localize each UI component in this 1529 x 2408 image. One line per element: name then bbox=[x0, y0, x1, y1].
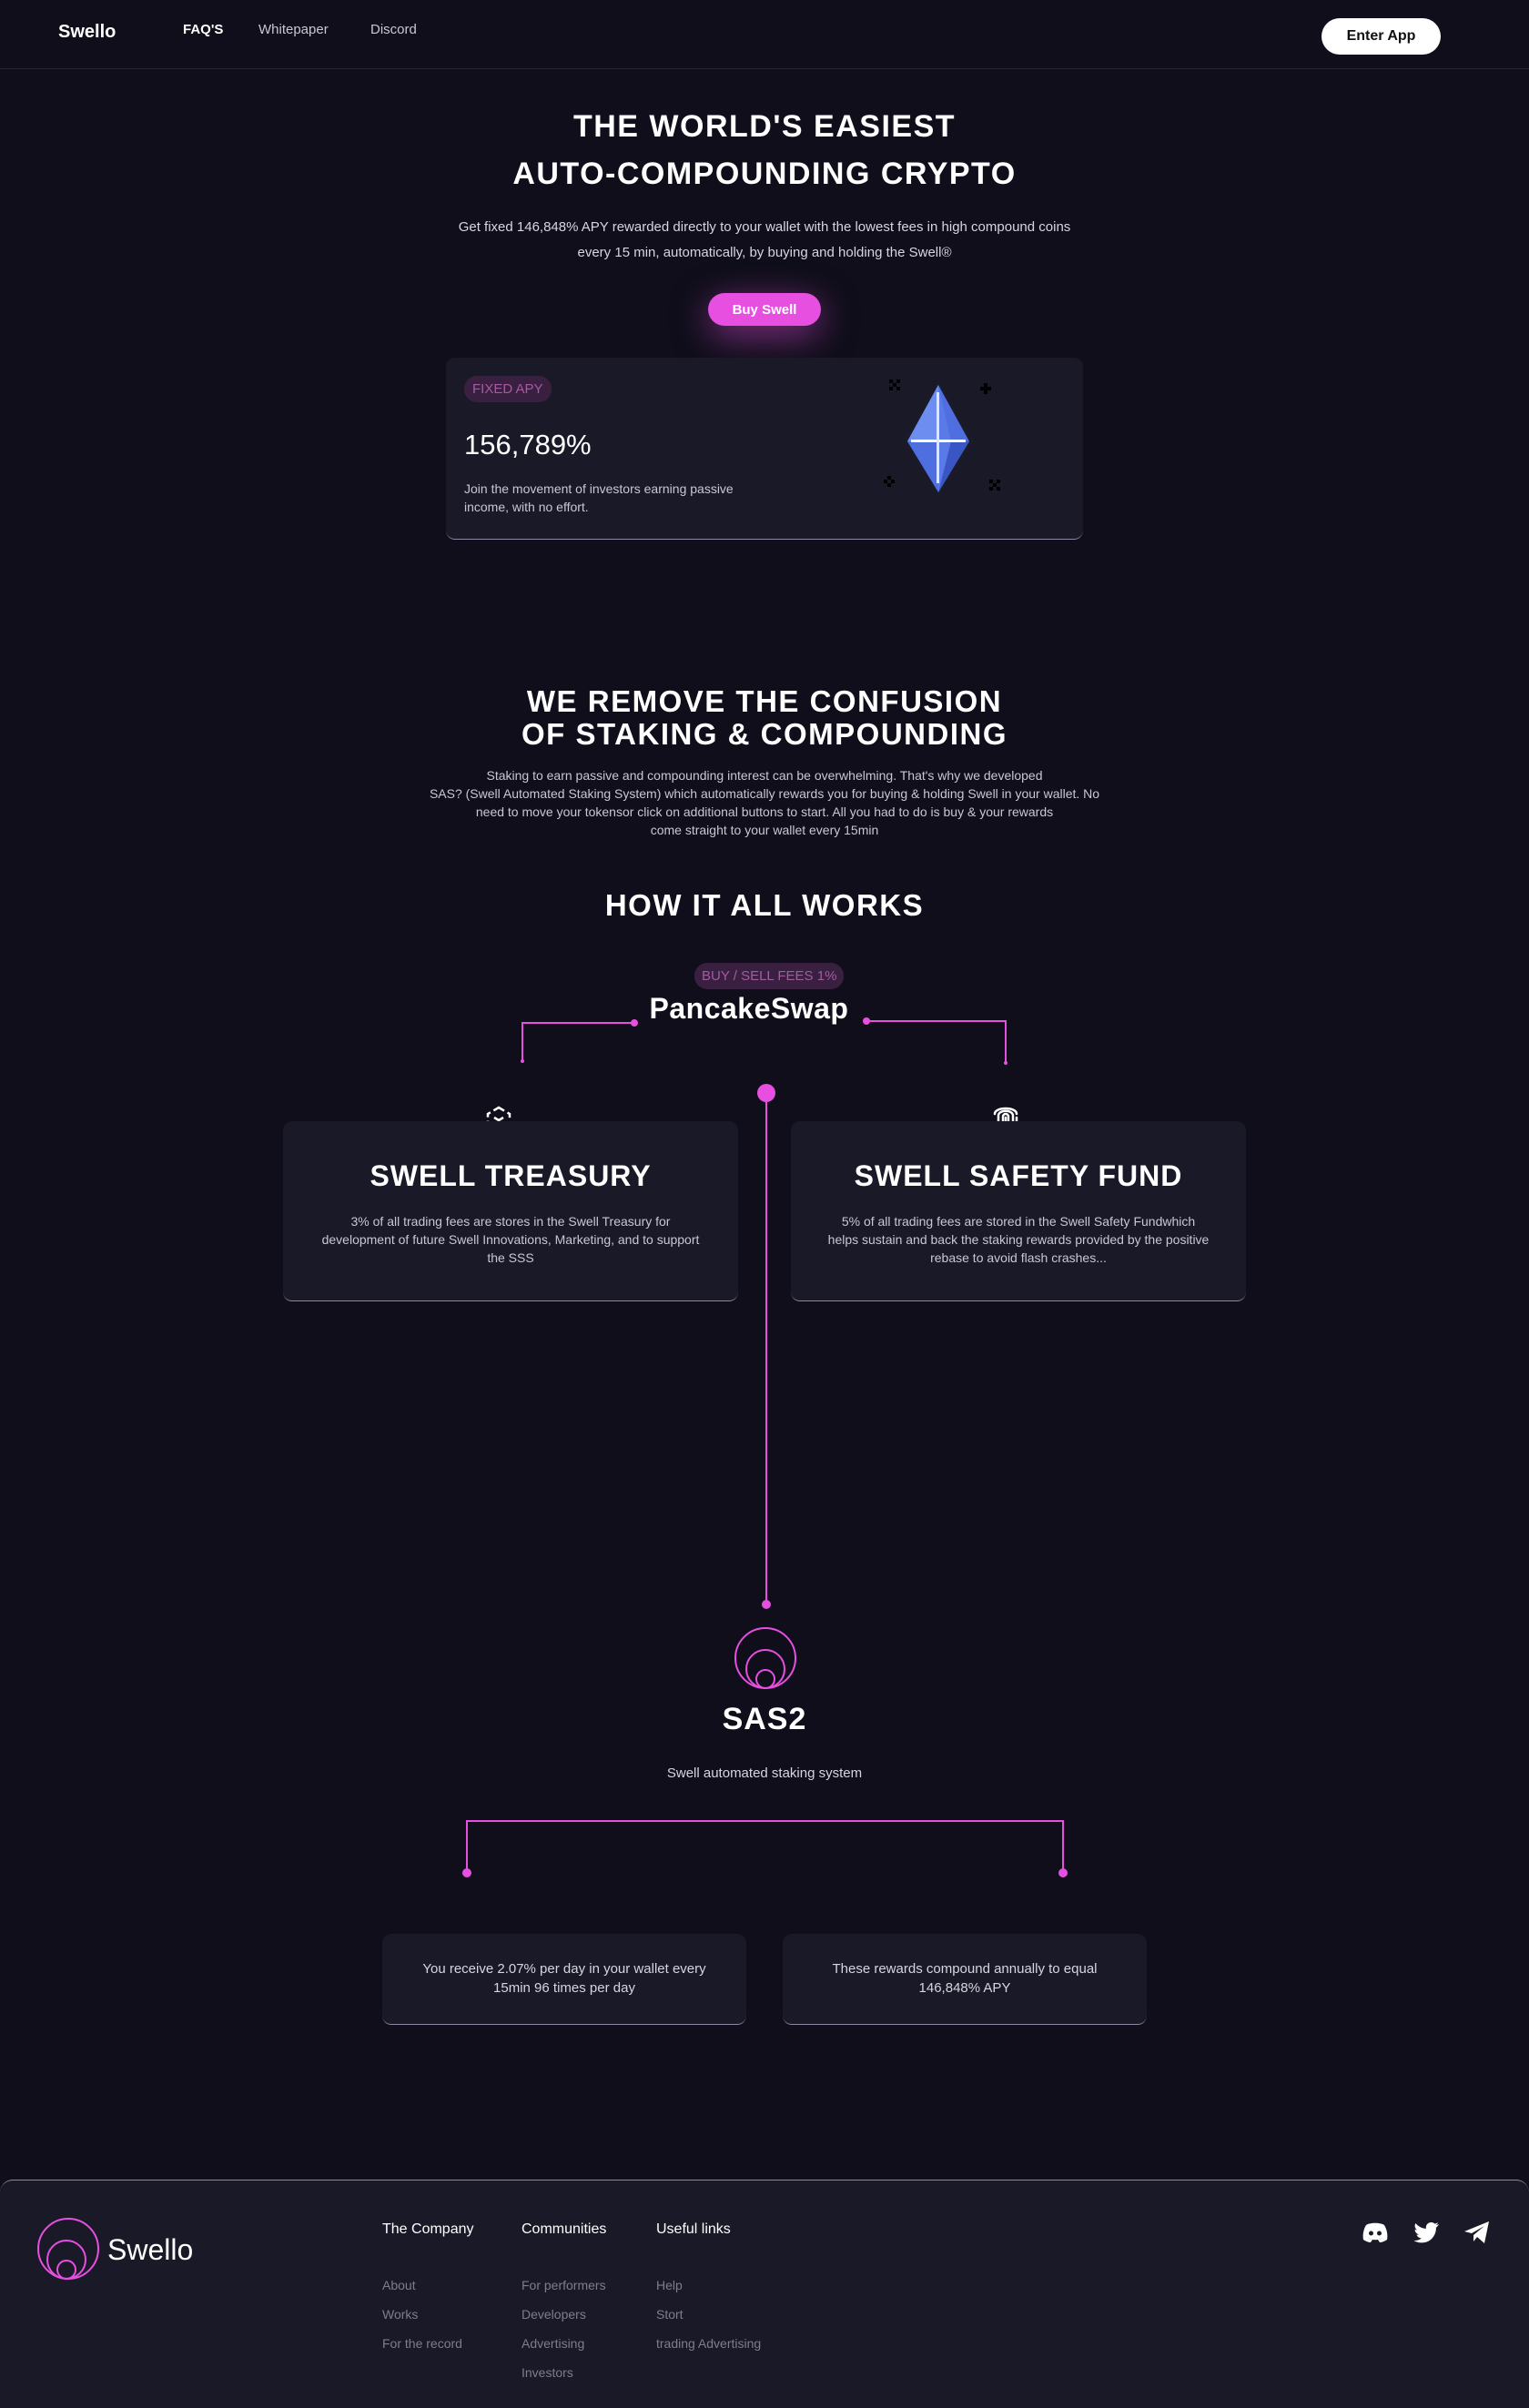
confusion-title-line1: WE REMOVE THE CONFUSION bbox=[526, 684, 1003, 718]
footer-heading-communities: Communities bbox=[521, 2221, 607, 2237]
confusion-body-line: need to move your tokensor click on addi… bbox=[475, 804, 1054, 819]
footer-link-developers[interactable]: Developers bbox=[521, 2307, 586, 2322]
enter-app-button[interactable]: Enter App bbox=[1321, 18, 1441, 55]
footer: Swello The Company About Works For the r… bbox=[0, 2180, 1529, 2408]
nav-whitepaper-link[interactable]: Whitepaper bbox=[258, 22, 329, 37]
fingerprint-icon bbox=[991, 1101, 1020, 1132]
treasury-description: 3% of all trading fees are stores in the… bbox=[321, 1214, 700, 1265]
footer-link-works[interactable]: Works bbox=[382, 2307, 419, 2322]
footer-link-stort[interactable]: Stort bbox=[656, 2307, 683, 2322]
pancakeswap-label: PancakeSwap bbox=[649, 992, 849, 1025]
footer-heading-useful-links: Useful links bbox=[656, 2221, 731, 2237]
apy-value: 156,789% bbox=[464, 429, 592, 460]
twitter-icon[interactable] bbox=[1411, 2217, 1442, 2248]
safety-fund-description: 5% of all trading fees are stored in the… bbox=[827, 1214, 1210, 1265]
hero-subtitle-line2: every 15 min, automatically, by buying a… bbox=[577, 245, 952, 260]
sas-subtitle: Swell automated staking system bbox=[666, 1766, 863, 1781]
sas-title: SAS2 bbox=[722, 1702, 807, 1736]
logo[interactable]: Swello bbox=[58, 22, 116, 42]
sas-logo-icon bbox=[733, 1626, 798, 1692]
daily-reward-card: You receive 2.07% per day in your wallet… bbox=[382, 1934, 746, 2025]
confusion-body-line: SAS? (Swell Automated Staking System) wh… bbox=[429, 786, 1100, 801]
ethereum-pixel-icon bbox=[878, 374, 1033, 520]
footer-link-for-the-record[interactable]: For the record bbox=[382, 2336, 462, 2351]
nav-discord-link[interactable]: Discord bbox=[370, 22, 417, 37]
footer-link-help[interactable]: Help bbox=[656, 2278, 683, 2292]
nav-faqs-link[interactable]: FAQ'S bbox=[183, 22, 224, 37]
confusion-title-line2: OF STAKING & COMPOUNDING bbox=[521, 717, 1008, 751]
fixed-apy-card: FIXED APY 156,789% Join the movement of … bbox=[446, 358, 1083, 540]
hero-title-line1: THE WORLD'S EASIEST bbox=[572, 109, 957, 144]
annual-reward-text: These rewards compound annually to equal… bbox=[832, 1961, 1098, 1996]
footer-logo-icon[interactable] bbox=[36, 2217, 100, 2281]
top-nav: Swello FAQ'S Whitepaper Discord Enter Ap… bbox=[0, 0, 1529, 69]
swell-safety-fund-card: SWELL SAFETY FUND 5% of all trading fees… bbox=[791, 1121, 1246, 1301]
telegram-icon[interactable] bbox=[1462, 2217, 1493, 2248]
how-it-works-title: HOW IT ALL WORKS bbox=[604, 888, 925, 922]
hero-title-line2: AUTO-COMPOUNDING CRYPTO bbox=[512, 157, 1017, 191]
confusion-body: Staking to earn passive and compounding … bbox=[382, 766, 1147, 839]
confusion-body-line: Staking to earn passive and compounding … bbox=[486, 768, 1043, 783]
footer-logo-text[interactable]: Swello bbox=[107, 2233, 194, 2266]
daily-reward-text: You receive 2.07% per day in your wallet… bbox=[422, 1961, 706, 1996]
footer-link-investors[interactable]: Investors bbox=[521, 2365, 573, 2380]
hero-subtitle-line1: Get fixed 146,848% APY rewarded directly… bbox=[458, 219, 1071, 235]
footer-link-advertising[interactable]: Advertising bbox=[521, 2336, 585, 2351]
fees-badge: BUY / SELL FEES 1% bbox=[694, 963, 845, 989]
swell-treasury-card: SWELL TREASURY 3% of all trading fees ar… bbox=[283, 1121, 738, 1301]
confusion-body-line: come straight to your wallet every 15min bbox=[650, 823, 879, 837]
footer-link-for-performers[interactable]: For performers bbox=[521, 2278, 606, 2292]
footer-heading-company: The Company bbox=[382, 2221, 474, 2237]
safety-fund-title: SWELL SAFETY FUND bbox=[854, 1159, 1183, 1192]
annual-reward-card: These rewards compound annually to equal… bbox=[783, 1934, 1147, 2025]
footer-link-trading-advertising[interactable]: trading Advertising bbox=[656, 2336, 762, 2351]
apy-description: Join the movement of investors earning p… bbox=[464, 481, 734, 514]
discord-icon[interactable] bbox=[1360, 2217, 1391, 2248]
hero-subtitle: Get fixed 146,848% APY rewarded directly… bbox=[400, 215, 1129, 266]
buy-swell-button[interactable]: Buy Swell bbox=[708, 293, 821, 326]
footer-link-about[interactable]: About bbox=[382, 2278, 416, 2292]
fixed-apy-badge: FIXED APY bbox=[464, 376, 552, 402]
treasury-title: SWELL TREASURY bbox=[370, 1159, 652, 1192]
